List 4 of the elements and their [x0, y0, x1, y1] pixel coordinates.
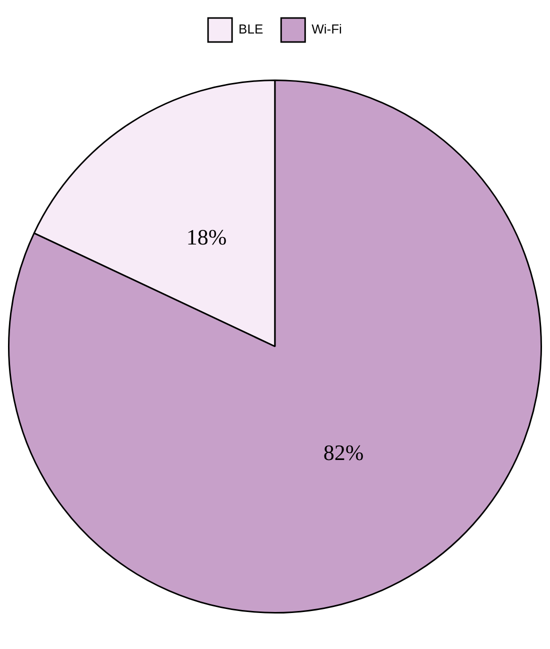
legend-label: Wi-Fi [312, 22, 342, 37]
data-label: 18% [186, 224, 227, 250]
legend-label: BLE [238, 22, 264, 37]
data-label: 82% [323, 440, 364, 466]
